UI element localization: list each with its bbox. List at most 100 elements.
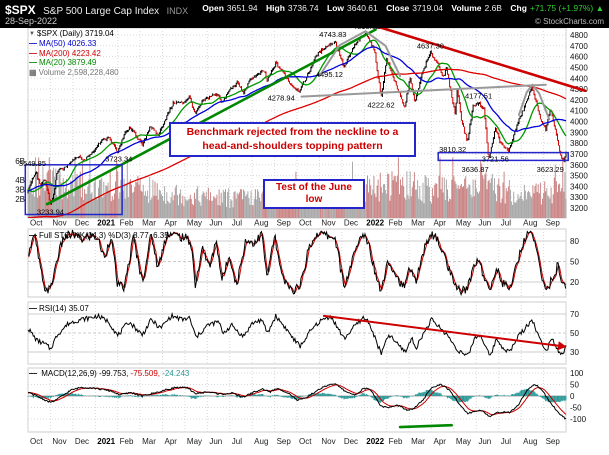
price-annotation: 4637.30	[417, 42, 444, 51]
rsi-tick: 50	[570, 329, 579, 338]
month-tick: Sep	[277, 437, 292, 446]
month-tick: Mar	[142, 219, 156, 228]
rsi-tick: 70	[570, 310, 579, 319]
overlay-main-line	[45, 28, 377, 206]
month-tick: Jun	[478, 219, 491, 228]
month-tick: Jul	[232, 437, 242, 446]
chart-date: 28-Sep-2022	[5, 16, 58, 26]
price-tick: 3600	[570, 161, 588, 170]
month-tick: Apr	[165, 437, 178, 446]
price-annotation: 3233.94	[37, 207, 64, 216]
price-tick: 3700	[570, 150, 588, 159]
title-row: $SPX S&P 500 Large Cap Index INDX	[5, 1, 188, 19]
highlight-box	[437, 151, 569, 162]
ma50-line	[27, 46, 567, 192]
price-annotation: 3623.29	[537, 165, 564, 174]
price-annotation: 4743.83	[319, 30, 346, 39]
month-tick: Dec	[75, 219, 89, 228]
price-annotation: 4222.62	[368, 100, 395, 109]
price-tick: 4800	[570, 31, 588, 40]
rsi-tick: 30	[570, 348, 579, 357]
symbol: $SPX	[5, 3, 36, 17]
price-annotation: 3723.34	[105, 154, 132, 163]
price-annotation: 3549.85	[19, 159, 46, 168]
price-tick: 3300	[570, 193, 588, 202]
month-tick: Jun	[478, 437, 491, 446]
month-tick: 2021	[97, 219, 115, 228]
month-tick: Oct	[30, 437, 43, 446]
month-tick: Oct	[299, 437, 312, 446]
candles-up	[27, 32, 567, 205]
month-tick: Dec	[344, 219, 358, 228]
price-tick: 4200	[570, 96, 588, 105]
price-tick: 3900	[570, 128, 588, 137]
macd-tick: 100	[570, 369, 584, 378]
price-tick: 4600	[570, 53, 588, 62]
month-tick: Mar	[411, 437, 425, 446]
macd-tick: -50	[570, 404, 582, 413]
price-tick: 4400	[570, 74, 588, 83]
candles-down	[37, 31, 565, 205]
price-tick: 3200	[570, 204, 588, 213]
overlay-main-line	[517, 83, 551, 121]
price-tick: 4500	[570, 63, 588, 72]
chg-value: +71.75 (+1.97%) ▲	[529, 3, 604, 13]
ohlc-row: Open 3651.94 High 3736.74 Low 3640.61 Close…	[196, 3, 604, 13]
month-tick: Nov	[321, 219, 335, 228]
month-tick: Jun	[209, 219, 222, 228]
close-label: Close	[386, 3, 410, 13]
price-tick: 4000	[570, 118, 588, 127]
month-tick: May	[456, 437, 471, 446]
month-tick: Aug	[523, 219, 537, 228]
month-tick: Apr	[434, 437, 447, 446]
price-tick: 4100	[570, 107, 588, 116]
macd-tick: 0	[570, 392, 575, 401]
macd-histogram	[27, 388, 567, 403]
month-tick: Sep	[277, 219, 292, 228]
month-tick: Oct	[299, 219, 312, 228]
month-tick: Oct	[30, 219, 43, 228]
month-tick: May	[187, 437, 202, 446]
close-value: 3719.04	[412, 3, 444, 13]
price-annotation: 4278.94	[268, 93, 295, 102]
month-tick: Mar	[142, 437, 156, 446]
volume-tick: 2B	[15, 195, 25, 204]
volume-bars-down	[37, 157, 565, 218]
high-label: High	[266, 3, 285, 13]
index-name: S&P 500 Large Cap Index	[43, 6, 160, 17]
chg-label: Chg	[510, 3, 527, 13]
month-tick: Aug	[254, 219, 268, 228]
copyright: © StockCharts.com	[534, 17, 604, 26]
month-tick: Feb	[120, 437, 134, 446]
month-tick: Nov	[52, 219, 66, 228]
overlay-macd-line	[398, 423, 453, 429]
month-tick: Aug	[254, 437, 268, 446]
ma200-line	[28, 68, 567, 218]
month-tick: Dec	[344, 437, 358, 446]
price-annotation: 3636.87	[462, 165, 489, 174]
month-tick: Sep	[546, 437, 561, 446]
month-tick: Feb	[389, 219, 403, 228]
volume-label: Volume	[451, 3, 482, 13]
open-value: 3651.94	[226, 3, 258, 13]
month-tick: May	[187, 219, 202, 228]
month-tick: Apr	[434, 219, 447, 228]
volume-value: 2.6B	[484, 3, 502, 13]
price-tick: 3800	[570, 139, 588, 148]
price-annotation: 3810.32	[439, 145, 466, 154]
month-tick: Apr	[165, 219, 178, 228]
rsi-line	[27, 311, 567, 356]
price-tick: 3400	[570, 182, 588, 191]
volume-tick: 3B	[15, 185, 25, 194]
price-tick: 4700	[570, 42, 588, 51]
overlay-main-line	[318, 30, 402, 78]
price-annotation: 4495.12	[316, 70, 343, 79]
month-tick: Jul	[501, 219, 511, 228]
month-tick: Feb	[389, 437, 403, 446]
low-label: Low	[327, 3, 345, 13]
month-tick: Jul	[501, 437, 511, 446]
exchange-code: INDX	[166, 6, 189, 16]
open-label: Open	[202, 3, 224, 13]
